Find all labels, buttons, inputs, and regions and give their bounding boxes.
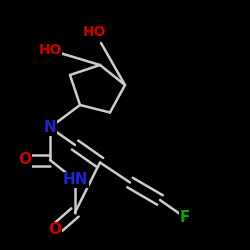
Text: O: O bbox=[48, 222, 62, 238]
Text: O: O bbox=[18, 152, 32, 168]
Text: F: F bbox=[180, 210, 190, 225]
Text: N: N bbox=[44, 120, 56, 135]
Text: HO: HO bbox=[38, 43, 62, 57]
Text: HN: HN bbox=[62, 172, 88, 188]
Text: HO: HO bbox=[83, 26, 107, 40]
